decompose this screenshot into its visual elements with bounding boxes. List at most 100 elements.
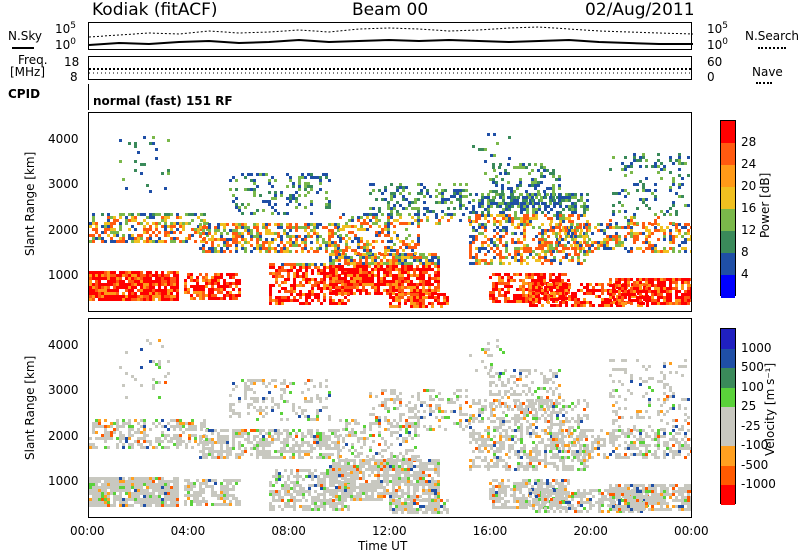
heatmap-cell	[92, 234, 95, 237]
heatmap-cell	[271, 197, 274, 200]
heatmap-cell	[558, 175, 561, 178]
heatmap-cell	[588, 226, 591, 229]
heatmap-cell	[283, 229, 286, 232]
heatmap-cell	[384, 246, 387, 249]
heatmap-cell	[113, 298, 116, 301]
heatmap-cell	[513, 166, 516, 169]
heatmap-cell	[155, 489, 158, 492]
heatmap-cell	[101, 501, 104, 504]
heatmap-cell	[217, 226, 220, 229]
heatmap-cell	[146, 277, 149, 280]
heatmap-cell	[507, 276, 510, 279]
heatmap-cell	[289, 223, 292, 226]
heatmap-cell	[546, 193, 549, 196]
heatmap-cell	[161, 295, 164, 298]
heatmap-cell	[407, 492, 410, 495]
heatmap-cell	[173, 283, 176, 286]
heatmap-cell	[565, 304, 568, 307]
heatmap-cell	[398, 271, 401, 274]
heatmap-cell	[441, 201, 444, 204]
heatmap-cell	[98, 277, 101, 280]
heatmap-cell	[529, 289, 532, 292]
heatmap-cell	[199, 485, 202, 488]
heatmap-cell	[522, 297, 525, 300]
heatmap-cell	[89, 286, 92, 289]
heatmap-cell	[520, 217, 523, 220]
heatmap-cell	[538, 298, 541, 301]
heatmap-cell	[579, 241, 582, 244]
heatmap-cell	[507, 291, 510, 294]
heatmap-cell	[119, 280, 122, 283]
heatmap-cell	[196, 503, 199, 506]
heatmap-cell	[146, 237, 149, 240]
heatmap-cell	[381, 213, 384, 216]
heatmap-cell	[690, 293, 691, 296]
heatmap-cell	[489, 294, 492, 297]
heatmap-cell	[537, 169, 540, 172]
heatmap-cell	[633, 222, 636, 225]
freq-plot	[89, 68, 693, 74]
heatmap-cell	[196, 276, 199, 279]
heatmap-cell	[375, 198, 378, 201]
heatmap-cell	[134, 169, 137, 172]
heatmap-cell	[107, 295, 110, 298]
heatmap-cell	[410, 480, 413, 483]
heatmap-cell	[531, 288, 534, 291]
heatmap-cell	[286, 197, 289, 200]
heatmap-cell	[383, 477, 386, 480]
heatmap-cell	[220, 247, 223, 250]
heatmap-cell	[365, 492, 368, 495]
heatmap-cell	[487, 205, 490, 208]
heatmap-cell	[493, 220, 496, 223]
heatmap-cell	[561, 291, 564, 294]
heatmap-cell	[495, 300, 498, 303]
heatmap-cell	[416, 277, 419, 280]
heatmap-cell	[395, 511, 398, 514]
heatmap-cell	[158, 237, 161, 240]
heatmap-cell	[687, 287, 690, 290]
heatmap-cell	[140, 498, 143, 501]
heatmap-cell	[663, 290, 666, 293]
heatmap-cell	[274, 223, 277, 226]
heatmap-cell	[362, 498, 365, 501]
heatmap-cell	[609, 281, 612, 284]
heatmap-cell	[161, 477, 164, 480]
heatmap-cell	[341, 271, 344, 274]
heatmap-cell	[146, 286, 149, 289]
heatmap-cell	[526, 202, 529, 205]
heatmap-cell	[532, 211, 535, 214]
heatmap-cell	[603, 229, 606, 232]
heatmap-cell	[639, 293, 642, 296]
heatmap-cell	[390, 246, 393, 249]
heatmap-cell	[639, 302, 642, 305]
heatmap-cell	[104, 501, 107, 504]
nsky-lower-trace	[89, 38, 693, 46]
heatmap-cell	[235, 206, 238, 209]
heatmap-cell	[417, 225, 420, 228]
heatmap-cell	[205, 279, 208, 282]
heatmap-cell	[419, 465, 422, 468]
heatmap-cell	[565, 235, 568, 238]
heatmap-cell	[325, 203, 328, 206]
heatmap-cell	[131, 219, 134, 222]
heatmap-cell	[510, 199, 513, 202]
heatmap-cell	[232, 479, 235, 482]
heatmap-cell	[612, 296, 615, 299]
heatmap-cell	[152, 492, 155, 495]
heatmap-cell	[119, 504, 122, 507]
heatmap-cell	[443, 296, 446, 299]
heatmap-cell	[404, 253, 407, 256]
heatmap-cell	[612, 204, 615, 207]
heatmap-cell	[149, 480, 152, 483]
heatmap-cell	[585, 223, 588, 226]
heatmap-cell	[284, 487, 287, 490]
heatmap-cell	[528, 172, 531, 175]
heatmap-cell	[199, 223, 202, 226]
heatmap-cell	[535, 208, 538, 211]
heatmap-cell	[543, 190, 546, 193]
heatmap-cell	[558, 485, 561, 488]
heatmap-cell	[229, 482, 232, 485]
heatmap-cell	[531, 282, 534, 285]
heatmap-cell	[540, 172, 543, 175]
heatmap-cell	[417, 237, 420, 240]
